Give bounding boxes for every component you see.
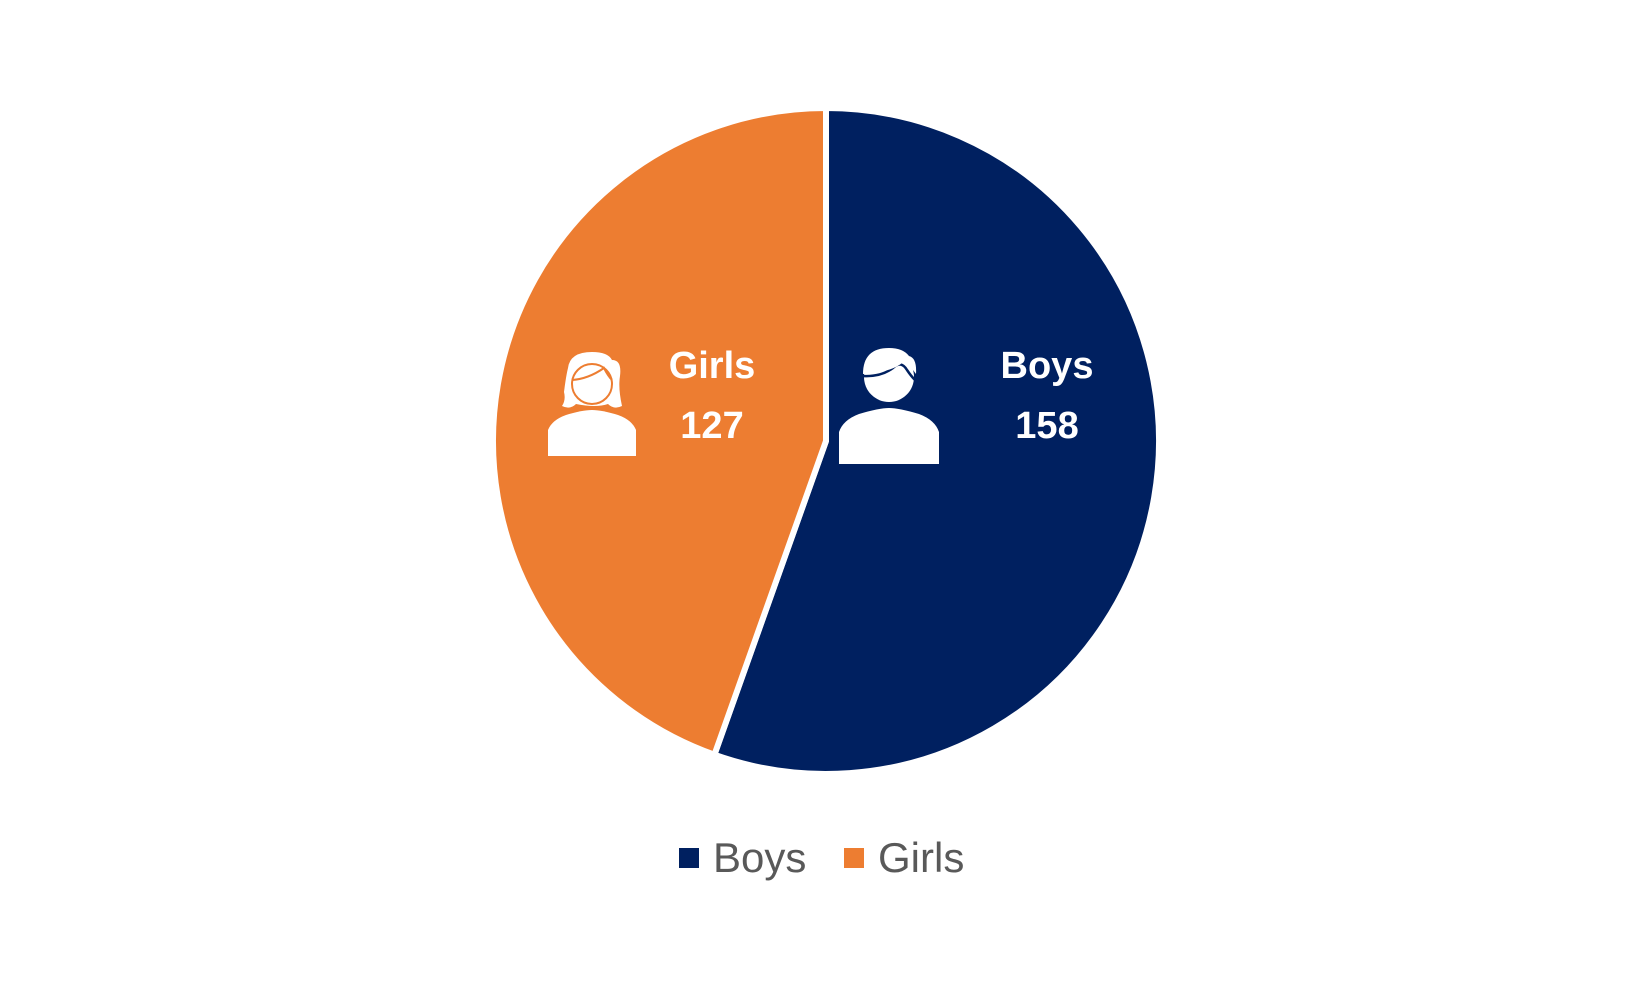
legend-label-boys: Boys xyxy=(713,834,806,881)
legend-item-boys: Boys xyxy=(679,834,806,881)
pie-slice-girls xyxy=(490,105,829,758)
boys-data-label: Boys 158 xyxy=(839,345,1093,464)
boys-data-label-name: Boys xyxy=(1001,345,1094,387)
chart-legend: Boys Girls xyxy=(679,834,964,881)
legend-label-girls: Girls xyxy=(878,834,964,881)
boy-person-icon xyxy=(839,348,939,464)
girls-data-label-name: Girls xyxy=(669,345,756,387)
girl-person-icon xyxy=(548,352,636,456)
legend-swatch-girls xyxy=(844,848,864,868)
legend-item-girls: Girls xyxy=(844,834,964,881)
girls-data-label-value: 127 xyxy=(680,405,743,447)
girls-data-label: Girls 127 xyxy=(548,345,755,456)
boys-data-label-value: 158 xyxy=(1015,405,1078,447)
legend-swatch-boys xyxy=(679,848,699,868)
